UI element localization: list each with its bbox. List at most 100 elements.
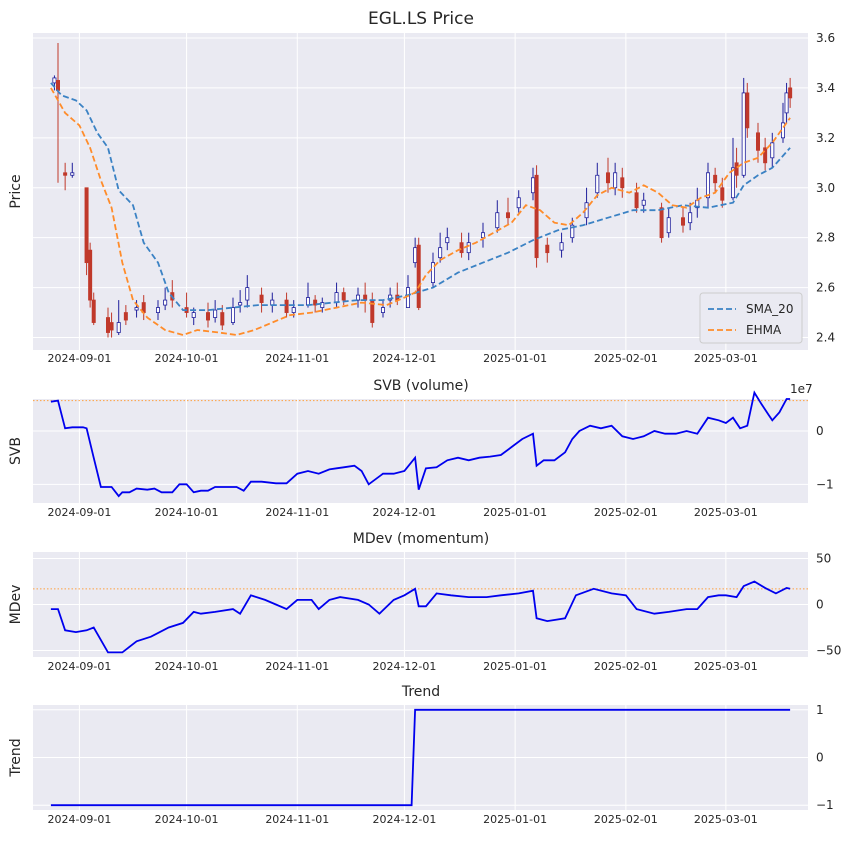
mdev-title: MDev (momentum) bbox=[353, 531, 489, 547]
candle-body bbox=[116, 322, 121, 333]
candle-body bbox=[413, 247, 418, 264]
candle-body bbox=[788, 87, 793, 99]
candle-body bbox=[320, 302, 325, 308]
candle-body bbox=[91, 299, 96, 323]
candle-body bbox=[480, 232, 485, 239]
trend-x-tick-label: 2024-09-01 bbox=[47, 813, 111, 826]
candle-body bbox=[205, 312, 210, 321]
candle-body bbox=[416, 244, 421, 308]
candle-body bbox=[731, 167, 736, 199]
mdev-y-axis-label: MDev bbox=[8, 585, 24, 625]
candle-body bbox=[770, 142, 775, 159]
candle-body bbox=[109, 322, 114, 331]
candle-body bbox=[191, 312, 196, 318]
ehma-line bbox=[50, 87, 791, 336]
candle-body bbox=[230, 307, 235, 323]
svb-x-tick-label: 2024-09-01 bbox=[47, 506, 111, 519]
legend-label-sma-20-line: SMA_20 bbox=[746, 302, 793, 316]
svb-x-tick-label: 2024-12-01 bbox=[372, 506, 436, 519]
candle-body bbox=[734, 162, 739, 176]
candle-body bbox=[495, 212, 500, 229]
candle-body bbox=[595, 174, 600, 194]
trend-y-tick-label: −1 bbox=[816, 798, 834, 812]
trend-y-tick-label: 1 bbox=[816, 703, 824, 717]
price-x-tick-label: 2024-09-01 bbox=[47, 352, 111, 365]
trend-x-tick-label: 2024-11-01 bbox=[265, 813, 329, 826]
candle-body bbox=[334, 292, 339, 303]
candle-body bbox=[666, 217, 671, 234]
svb-y-axis-label: SVB bbox=[8, 437, 24, 465]
price-x-tick-label: 2024-11-01 bbox=[265, 352, 329, 365]
price-y-tick-label: 3.0 bbox=[816, 181, 835, 195]
trend-y-axis-label: Trend bbox=[8, 738, 24, 777]
svb-x-tick-label: 2024-10-01 bbox=[155, 506, 219, 519]
price-y-axis-label: Price bbox=[8, 174, 24, 208]
mdev-y-tick-label: −50 bbox=[816, 644, 841, 658]
trend-x-tick-label: 2024-12-01 bbox=[372, 813, 436, 826]
mdev-x-tick-label: 2025-03-01 bbox=[694, 660, 758, 673]
price-y-tick-label: 3.6 bbox=[816, 31, 835, 45]
candle-body bbox=[355, 294, 360, 301]
mdev-x-tick-label: 2025-02-01 bbox=[594, 660, 658, 673]
trend-title: Trend bbox=[401, 684, 440, 700]
candle-body bbox=[213, 309, 218, 318]
mdev-x-tick-label: 2024-10-01 bbox=[155, 660, 219, 673]
candle-body bbox=[380, 307, 385, 313]
candle-body bbox=[56, 80, 61, 91]
trend-series-line bbox=[50, 708, 791, 807]
candle-body bbox=[784, 92, 789, 114]
candle-body bbox=[570, 224, 575, 239]
candle-body bbox=[70, 172, 75, 176]
mdev-y-tick-label: 50 bbox=[816, 551, 831, 565]
candle-body bbox=[305, 297, 310, 306]
price-y-tick-label: 2.4 bbox=[816, 331, 835, 345]
candle-body bbox=[763, 147, 768, 164]
price-y-tick-label: 2.6 bbox=[816, 281, 835, 295]
candle-body bbox=[681, 217, 686, 226]
svb-series-line bbox=[50, 390, 791, 498]
mdev-x-tick-label: 2024-09-01 bbox=[47, 660, 111, 673]
trend-y-tick-label: 0 bbox=[816, 751, 824, 765]
trend-x-tick-label: 2024-10-01 bbox=[155, 813, 219, 826]
svb-y-tick-label: 0 bbox=[816, 424, 824, 438]
candle-body bbox=[341, 292, 346, 301]
price-title: EGL.LS Price bbox=[368, 9, 474, 29]
candle-body bbox=[284, 299, 289, 313]
legend-label-ehma-line: EHMA bbox=[746, 323, 782, 337]
mdev-x-tick-label: 2024-11-01 bbox=[265, 660, 329, 673]
candle-body bbox=[259, 294, 264, 303]
svb-x-tick-label: 2025-02-01 bbox=[594, 506, 658, 519]
candle-body bbox=[613, 172, 618, 189]
trend-x-tick-label: 2025-03-01 bbox=[694, 813, 758, 826]
mdev-y-tick-label: 0 bbox=[816, 598, 824, 612]
candle-body bbox=[531, 177, 536, 194]
candle-body bbox=[505, 212, 510, 219]
price-y-tick-label: 3.2 bbox=[816, 131, 835, 145]
candle-body bbox=[516, 197, 521, 209]
candle-body bbox=[559, 242, 564, 251]
candle-body bbox=[634, 192, 639, 209]
candle-body bbox=[88, 249, 93, 301]
candle-body bbox=[84, 187, 89, 264]
candle-body bbox=[720, 187, 725, 201]
candle-body bbox=[430, 262, 435, 284]
candle-body bbox=[466, 242, 471, 254]
candle-body bbox=[534, 174, 539, 259]
svb-offset-text: 1e7 bbox=[790, 382, 813, 396]
candle-body bbox=[545, 244, 550, 254]
legend-box bbox=[699, 292, 803, 344]
trend-x-tick-label: 2025-01-01 bbox=[483, 813, 547, 826]
candle-body bbox=[713, 174, 718, 184]
candle-body bbox=[741, 92, 746, 176]
price-y-tick-label: 3.4 bbox=[816, 81, 835, 95]
price-x-tick-label: 2024-12-01 bbox=[372, 352, 436, 365]
mdev-x-tick-label: 2025-01-01 bbox=[483, 660, 547, 673]
candle-body bbox=[445, 237, 450, 244]
svb-y-tick-label: −1 bbox=[816, 477, 834, 491]
svb-x-tick-label: 2025-01-01 bbox=[483, 506, 547, 519]
svb-x-tick-label: 2025-03-01 bbox=[694, 506, 758, 519]
svb-x-tick-label: 2024-11-01 bbox=[265, 506, 329, 519]
sma-20-line bbox=[50, 82, 791, 312]
price-y-tick-label: 2.8 bbox=[816, 231, 835, 245]
candle-body bbox=[63, 172, 68, 176]
